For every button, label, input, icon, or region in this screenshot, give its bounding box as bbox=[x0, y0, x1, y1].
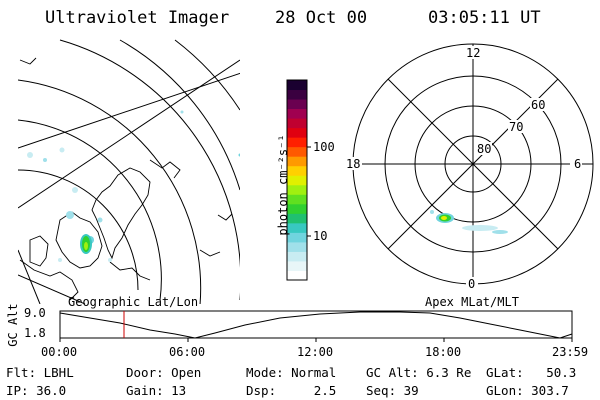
time-tick-1800: 18:00 bbox=[425, 345, 462, 359]
geographic-caption: Geographic Lat/Lon bbox=[68, 295, 199, 309]
colorbar-stripe bbox=[287, 194, 307, 205]
time-tick-0000: 00:00 bbox=[41, 345, 78, 359]
colorbar-stripe bbox=[287, 127, 307, 138]
colorbar-stripe bbox=[287, 89, 307, 100]
time-tick-0600: 06:00 bbox=[169, 345, 206, 359]
status-mode: Mode: Normal bbox=[246, 365, 337, 380]
alt-tick-1-8: 1.8 bbox=[24, 326, 46, 340]
colorbar-tick-10: 10 bbox=[313, 229, 328, 243]
altitude-strip bbox=[59, 310, 573, 342]
gc-alt-axis-label: GC Alt bbox=[6, 303, 20, 347]
colorbar-stripe bbox=[287, 270, 307, 281]
status-door: Door: Open bbox=[126, 365, 202, 380]
geographic-map bbox=[18, 39, 240, 304]
mlat-label-70: 70 bbox=[509, 120, 524, 134]
status-glat: GLat: 50.3 bbox=[486, 365, 577, 380]
date-label: 28 Oct 00 bbox=[275, 8, 368, 28]
colorbar bbox=[286, 79, 311, 281]
polar-emission bbox=[430, 210, 508, 234]
colorbar-stripe bbox=[287, 165, 307, 176]
apex-caption: Apex MLat/MLT bbox=[425, 295, 519, 309]
status-dsp: Dsp: 2.5 bbox=[246, 383, 337, 398]
colorbar-stripe bbox=[287, 232, 307, 243]
status-ip: IP: 36.0 bbox=[6, 383, 67, 398]
polar-plot bbox=[352, 43, 594, 285]
time-tick-1200: 12:00 bbox=[297, 345, 334, 359]
colorbar-stripe bbox=[287, 146, 307, 157]
colorbar-stripe bbox=[287, 175, 307, 186]
colorbar-unit-label: photon cm⁻²s⁻¹ bbox=[276, 134, 290, 236]
colorbar-stripe bbox=[287, 108, 307, 119]
instrument-title: Ultraviolet Imager bbox=[45, 8, 230, 28]
status-gc-alt: GC Alt: 6.3 Re bbox=[366, 365, 472, 380]
colorbar-stripe bbox=[287, 80, 307, 91]
alt-tick-9: 9.0 bbox=[24, 306, 46, 320]
status-gain: Gain: 13 bbox=[126, 383, 187, 398]
colorbar-stripe bbox=[287, 213, 307, 224]
mlat-label-80: 80 bbox=[477, 142, 492, 156]
colorbar-stripe bbox=[287, 260, 307, 271]
status-glon: GLon: 303.7 bbox=[486, 383, 569, 398]
mlat-label-60: 60 bbox=[531, 98, 546, 112]
colorbar-stripe bbox=[287, 137, 307, 148]
time-label: 03:05:11 UT bbox=[428, 8, 541, 28]
time-tick-2359: 23:59 bbox=[552, 345, 589, 359]
colorbar-stripe bbox=[287, 251, 307, 262]
colorbar-stripe bbox=[287, 156, 307, 167]
colorbar-stripe bbox=[287, 222, 307, 233]
status-flt: Flt: LBHL bbox=[6, 365, 74, 380]
mlt-label-12: 12 bbox=[466, 46, 481, 60]
colorbar-stripe bbox=[287, 118, 307, 129]
mlt-label-6: 6 bbox=[574, 157, 582, 171]
colorbar-frame bbox=[286, 79, 308, 281]
map-emission bbox=[27, 110, 240, 262]
mlt-label-18: 18 bbox=[346, 157, 361, 171]
mlt-label-0: 0 bbox=[468, 277, 476, 291]
colorbar-tick-100: 100 bbox=[313, 140, 335, 154]
colorbar-stripe bbox=[287, 203, 307, 214]
colorbar-stripe bbox=[287, 184, 307, 195]
colorbar-stripe bbox=[287, 241, 307, 252]
colorbar-stripe bbox=[287, 99, 307, 110]
colorbar-stripes bbox=[287, 80, 307, 281]
status-seq: Seq: 39 bbox=[366, 383, 419, 398]
